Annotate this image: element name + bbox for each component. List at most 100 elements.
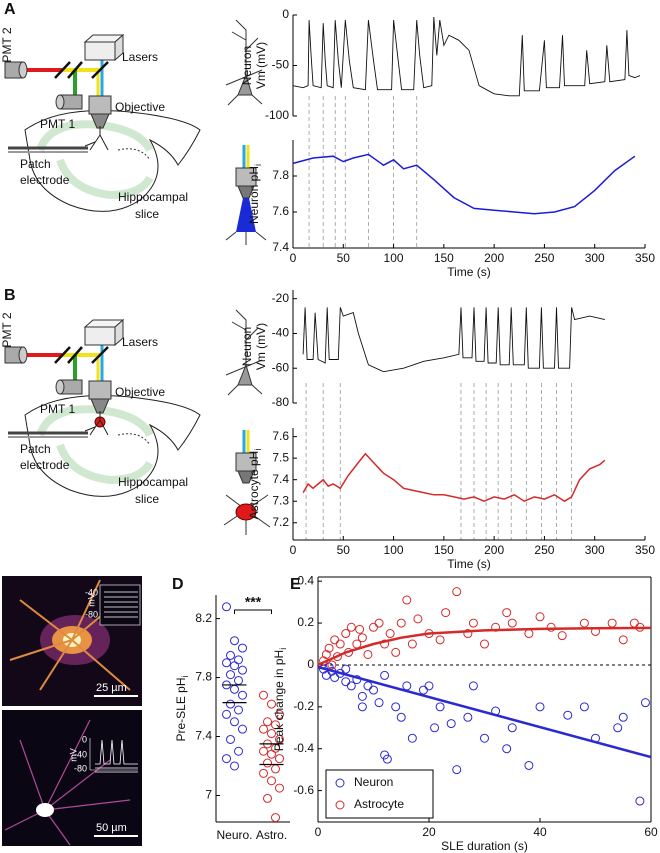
data-point	[271, 813, 280, 823]
x-axis-label: SLE duration (s)	[441, 839, 528, 853]
data-point	[413, 614, 423, 624]
data-point	[468, 618, 478, 628]
pmt	[55, 379, 65, 395]
x-tick-label: 50	[337, 251, 351, 265]
data-point	[263, 717, 272, 727]
data-point	[618, 712, 628, 722]
data-point	[430, 723, 440, 733]
x-tick-label: 60	[644, 825, 658, 839]
objective	[90, 398, 110, 414]
data-point	[259, 724, 268, 734]
neuron-icon	[225, 309, 263, 396]
data-point	[468, 681, 478, 691]
data-point	[480, 639, 489, 649]
soma	[237, 363, 253, 386]
diagram-label: Hippocampal	[118, 475, 188, 489]
significance-label: ***	[245, 594, 262, 610]
neuron	[84, 411, 109, 436]
diagram-label: Objective	[115, 100, 165, 114]
data-point	[424, 681, 434, 691]
y-tick-label: 0	[307, 657, 314, 671]
data-point	[618, 635, 628, 645]
x-tick-label: 20	[422, 825, 436, 839]
y-tick-label: 7	[205, 788, 212, 802]
data-point	[267, 699, 276, 709]
diagram-label: Lasers	[122, 50, 158, 64]
y-tick-label: 7.8	[272, 168, 289, 182]
x-tick-label: 0	[290, 543, 297, 557]
diagram-label: electrode	[20, 173, 70, 187]
y-tick-label: 0.2	[297, 615, 314, 629]
y-axis-label-text: Peak change in pH	[272, 650, 286, 751]
y-axis-label-subscript: i	[180, 675, 190, 677]
data-point	[230, 661, 239, 671]
setup-diagram: PMT 2 Lasers PMT 1 Objective Patch electrode H…	[0, 27, 201, 221]
y-tick-label: -50	[272, 58, 290, 72]
data-point	[222, 754, 231, 764]
neuron-icon	[225, 19, 263, 106]
legend-label: Astrocyte	[354, 797, 404, 811]
data-point	[230, 761, 239, 771]
x-tick-label: 50	[337, 543, 351, 557]
data-point	[234, 655, 243, 665]
x-tick-label: Astro.	[256, 828, 287, 842]
y-tick-label: 7.3	[272, 493, 289, 507]
x-tick-label: 100	[384, 251, 404, 265]
scale-bar-label: 25 µm	[96, 682, 127, 694]
laser-box	[84, 326, 116, 346]
data-point	[563, 710, 573, 720]
data-point	[380, 639, 390, 649]
y-axis-label-subscript: i	[253, 164, 263, 166]
data-point	[402, 595, 412, 605]
mirror	[54, 61, 71, 79]
data-point	[402, 681, 412, 691]
y-tick-label: 7.4	[195, 729, 212, 743]
y-tick-label: -0.2	[293, 699, 314, 713]
neuron	[84, 126, 109, 151]
inset-tick: -80	[74, 763, 87, 773]
data-point	[267, 729, 276, 739]
x-tick-label: 200	[484, 543, 504, 557]
data-point	[230, 717, 239, 727]
data-point	[524, 760, 534, 770]
diagram-label: Lasers	[122, 335, 158, 349]
diagram-label: Patch	[20, 442, 51, 456]
objective	[90, 113, 110, 129]
data-point	[238, 665, 247, 675]
objective	[88, 380, 112, 400]
data-point	[385, 629, 395, 639]
x-tick-label: 250	[534, 543, 554, 557]
data-point	[369, 622, 378, 632]
micrograph	[2, 576, 142, 846]
setup-diagram: PMT 2 Lasers PMT 1 Objective Patch electrode H…	[0, 312, 201, 506]
data-point	[480, 733, 489, 743]
legend-label: Neuron	[354, 775, 393, 789]
data-point	[263, 793, 272, 803]
panel-label: E	[290, 576, 301, 593]
data-point	[324, 643, 334, 653]
significance-bracket	[234, 609, 272, 614]
data-point	[418, 685, 428, 695]
astrocyte	[235, 503, 257, 521]
trace	[292, 16, 641, 97]
y-axis-label-subscript: i	[278, 648, 288, 650]
data-point	[271, 764, 280, 774]
data-point	[441, 608, 451, 618]
data-point	[275, 783, 284, 793]
x-tick-label: 150	[434, 543, 454, 557]
data-point	[524, 629, 534, 639]
data-point	[380, 670, 390, 680]
y-axis-label: Peak change in pHi	[272, 648, 288, 751]
data-point	[546, 622, 556, 632]
mirror	[67, 346, 83, 364]
x-tick-label: 150	[434, 251, 454, 265]
x-tick-label: Neuro.	[216, 828, 252, 842]
pmt	[18, 61, 28, 79]
y-axis-label: Neuron	[240, 46, 254, 85]
pmt	[18, 346, 28, 364]
data-point	[452, 765, 462, 775]
x-tick-label: 0	[290, 251, 297, 265]
imaging-icon	[225, 145, 267, 245]
data-point	[607, 618, 617, 628]
data-point	[259, 746, 268, 756]
